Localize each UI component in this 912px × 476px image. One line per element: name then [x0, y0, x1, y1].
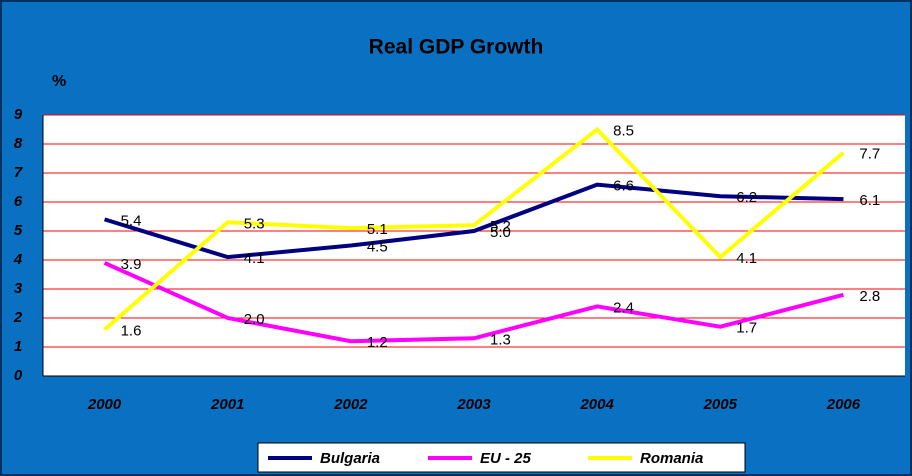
data-label: 4.1	[244, 250, 265, 267]
data-label: 8.5	[613, 122, 634, 139]
data-label: 6.6	[613, 178, 634, 195]
y-tick-label: 1	[14, 338, 22, 355]
y-tick-label: 6	[14, 193, 23, 210]
x-tick-label: 2005	[703, 396, 738, 413]
data-label: 1.3	[490, 331, 511, 348]
x-tick-label: 2000	[87, 396, 122, 413]
data-label: 4.1	[736, 250, 757, 267]
y-tick-label: 4	[13, 251, 23, 268]
data-label: 5.3	[244, 215, 265, 232]
data-label: 7.7	[859, 146, 880, 163]
x-tick-label: 2006	[826, 396, 861, 413]
y-tick-label: 2	[13, 309, 23, 326]
y-tick-label: 9	[14, 106, 23, 123]
series-line	[103, 182, 844, 260]
y-axis-label: %	[52, 73, 66, 90]
y-tick-label: 0	[14, 367, 23, 384]
x-tick-label: 2001	[210, 396, 244, 413]
data-label: 5.1	[367, 221, 388, 238]
data-label: 5.2	[490, 218, 511, 235]
data-label: 5.0	[490, 224, 511, 241]
y-tick-label: 8	[14, 135, 23, 152]
data-label: 1.2	[367, 334, 388, 351]
x-tick-label: 2002	[333, 396, 368, 413]
data-label: 1.6	[121, 323, 142, 340]
series-line	[103, 261, 844, 344]
data-label: 4.5	[367, 238, 388, 255]
y-tick-label: 5	[14, 222, 23, 239]
legend-label: EU - 25	[480, 450, 532, 467]
legend	[257, 442, 746, 473]
legend-label: Romania	[640, 450, 703, 467]
data-label: 2.0	[244, 311, 265, 328]
data-label: 6.2	[736, 189, 757, 206]
x-tick-label: 2004	[579, 396, 614, 413]
x-tick-label: 2003	[456, 396, 491, 413]
y-tick-label: 7	[14, 164, 23, 181]
data-label: 1.7	[736, 320, 757, 337]
series-line	[103, 126, 845, 332]
data-label: 5.4	[121, 212, 142, 229]
legend-label: Bulgaria	[320, 450, 380, 467]
chart-title: Real GDP Growth	[369, 36, 544, 59]
data-label: 6.1	[859, 192, 880, 209]
data-label: 2.8	[859, 288, 880, 305]
data-label: 2.4	[613, 299, 634, 316]
y-tick-label: 3	[14, 280, 23, 297]
data-label: 3.9	[121, 256, 142, 273]
